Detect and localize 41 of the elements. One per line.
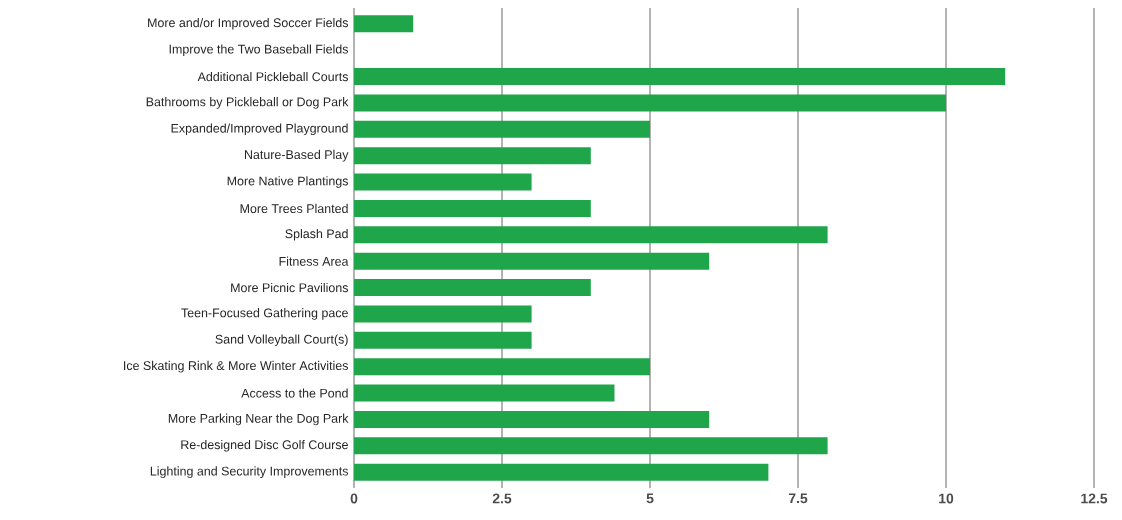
bar xyxy=(354,437,828,455)
bar xyxy=(354,68,1006,86)
y-tick-label: Expanded/Improved Playground xyxy=(171,123,348,136)
x-tick-label: 7.5 xyxy=(788,493,808,504)
bar xyxy=(354,279,591,297)
y-tick-label: Sand Volleyball Court(s) xyxy=(215,334,348,347)
bar xyxy=(354,331,532,349)
bar xyxy=(354,147,591,165)
y-tick-label: Ice Skating Rink & More Winter Activities xyxy=(124,360,349,373)
x-tick-label: 2.5 xyxy=(492,493,512,504)
bar xyxy=(354,305,532,323)
bar xyxy=(354,173,532,191)
y-tick-label: Bathrooms by Pickleball or Dog Park xyxy=(146,97,349,109)
bar xyxy=(354,15,414,33)
x-tick-label: 12.5 xyxy=(1081,493,1108,504)
bar xyxy=(354,94,947,112)
bar xyxy=(354,463,769,481)
x-tick-label: 10 xyxy=(939,493,954,504)
bar xyxy=(354,252,710,270)
y-tick-label: Splash Pad xyxy=(285,228,348,241)
bar xyxy=(354,226,828,244)
y-tick-label: More and/or Improved Soccer Fields xyxy=(148,18,349,30)
y-tick-label: Additional Pickleball Courts xyxy=(197,71,348,82)
x-tick-label: 0 xyxy=(350,493,358,504)
bar xyxy=(354,199,591,217)
bar xyxy=(354,384,615,402)
y-tick-label: More Parking Near the Dog Park xyxy=(168,413,349,426)
bar xyxy=(354,410,710,428)
y-tick-label: More Trees Planted xyxy=(240,203,348,214)
y-tick-label: Lighting and Security Improvements xyxy=(150,466,349,478)
bar xyxy=(354,120,651,138)
x-tick-label: 5 xyxy=(646,493,654,504)
y-tick-label: Teen-Focused Gathering pace xyxy=(181,308,348,320)
y-tick-label: Fitness Area xyxy=(279,256,349,266)
y-tick-label: Re-designed Disc Golf Course xyxy=(181,439,348,452)
y-tick-label: More Picnic Pavilions xyxy=(231,282,349,293)
y-tick-label: Improve the Two Baseball Fields xyxy=(169,44,349,56)
bar xyxy=(354,358,651,376)
y-tick-label: Nature-Based Play xyxy=(244,149,349,162)
y-tick-label: Access to the Pond xyxy=(241,388,348,398)
y-tick-label: More Native Plantings xyxy=(227,176,349,188)
